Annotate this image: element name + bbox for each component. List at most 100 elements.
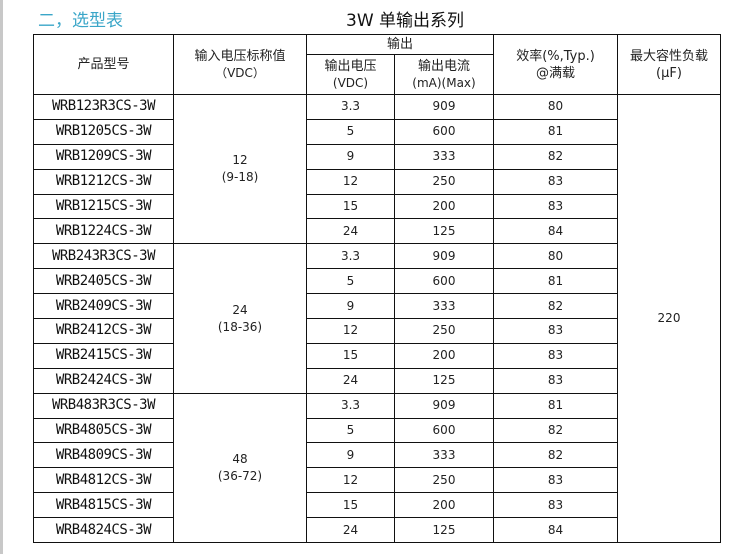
table-row: WRB4812CS-3W 12 250 83 <box>33 467 721 494</box>
output-current-cell: 909 <box>394 94 494 120</box>
efficiency-cell: 82 <box>493 143 618 170</box>
output-voltage-cell: 12 <box>306 168 395 195</box>
input-voltage-cell: 48 (36-72) <box>173 392 307 544</box>
model-cell: WRB1215CS-3W <box>33 193 174 220</box>
efficiency-cell: 83 <box>493 467 618 494</box>
header-input-voltage-unit: （VDC） <box>215 65 265 80</box>
output-current-cell: 200 <box>394 342 494 369</box>
model-cell: WRB4805CS-3W <box>33 417 174 444</box>
output-voltage-cell: 9 <box>306 442 395 469</box>
header-efficiency-note: @满载 <box>535 65 575 81</box>
table-row: WRB2405CS-3W 5 600 81 <box>33 268 721 295</box>
model-cell: WRB123R3CS-3W <box>33 94 174 120</box>
output-current-cell: 125 <box>394 367 494 394</box>
output-current-cell: 333 <box>394 143 494 170</box>
output-current-cell: 200 <box>394 492 494 519</box>
output-current-cell: 909 <box>394 243 494 270</box>
output-voltage-cell: 24 <box>306 218 395 245</box>
efficiency-cell: 83 <box>493 193 618 220</box>
header-max-cap-load-label: 最大容性负载 <box>629 48 708 64</box>
input-voltage-cell: 12 (9-18) <box>173 93 307 245</box>
input-voltage-nominal: 24 <box>232 302 248 317</box>
table-row: WRB4815CS-3W 15 200 83 <box>33 492 721 519</box>
model-cell: WRB4812CS-3W <box>33 467 174 494</box>
output-current-cell: 200 <box>394 193 494 220</box>
output-current-cell: 250 <box>394 318 494 344</box>
output-current-cell: 600 <box>394 118 494 145</box>
output-voltage-cell: 12 <box>306 467 395 494</box>
model-cell: WRB1224CS-3W <box>33 218 174 245</box>
efficiency-cell: 83 <box>493 318 618 344</box>
model-cell: WRB4815CS-3W <box>33 492 174 519</box>
header-output-current: 输出电流 (mA)(Max) <box>394 54 494 95</box>
output-current-cell: 600 <box>394 417 494 444</box>
selection-table: 产品型号 输入电压标称值 （VDC） 输出 效率(%,Typ.) @满载 最大容性负… <box>33 34 721 544</box>
efficiency-cell: 82 <box>493 442 618 469</box>
efficiency-cell: 83 <box>493 367 618 394</box>
output-voltage-cell: 3.3 <box>306 94 395 120</box>
model-cell: WRB2424CS-3W <box>33 367 174 394</box>
model-cell: WRB2412CS-3W <box>33 318 174 344</box>
table-row: WRB4809CS-3W 9 333 82 <box>33 442 721 469</box>
efficiency-cell: 84 <box>493 218 618 245</box>
model-cell: WRB2415CS-3W <box>33 342 174 369</box>
efficiency-cell: 81 <box>493 118 618 145</box>
output-voltage-cell: 24 <box>306 517 395 544</box>
output-current-cell: 250 <box>394 168 494 195</box>
input-voltage-range: (18-36) <box>217 319 263 334</box>
table-row: WRB123R3CS-3W 12 (9-18) 3.3 909 80 220 <box>33 93 721 544</box>
input-voltage-cell: 24 (18-36) <box>173 243 307 394</box>
model-cell: WRB4809CS-3W <box>33 442 174 469</box>
page-edge <box>0 0 3 554</box>
output-voltage-cell: 15 <box>306 193 395 220</box>
output-voltage-cell: 5 <box>306 268 395 295</box>
efficiency-cell: 84 <box>493 517 618 544</box>
header-output-current-unit: (mA)(Max) <box>412 75 476 90</box>
input-voltage-range: (9-18) <box>221 170 259 185</box>
header-output-voltage: 输出电压 (VDC) <box>306 54 395 95</box>
header-output-voltage-unit: (VDC) <box>332 75 369 90</box>
model-cell: WRB1205CS-3W <box>33 118 174 145</box>
output-current-cell: 125 <box>394 218 494 245</box>
table-row: WRB483R3CS-3W 48 (36-72) 3.3 909 81 <box>33 392 721 544</box>
model-cell: WRB1212CS-3W <box>33 168 174 195</box>
header-model: 产品型号 <box>33 34 174 95</box>
output-voltage-cell: 15 <box>306 342 395 369</box>
table-row: WRB2412CS-3W 12 250 83 <box>33 318 721 344</box>
header-efficiency-label: 效率(%,Typ.) <box>516 48 595 64</box>
output-current-cell: 333 <box>394 293 494 320</box>
table-row: WRB1215CS-3W 15 200 83 <box>33 193 721 220</box>
output-voltage-cell: 5 <box>306 417 395 444</box>
output-current-cell: 250 <box>394 467 494 494</box>
header-input-voltage: 输入电压标称值 （VDC） <box>173 34 307 95</box>
efficiency-cell: 80 <box>493 94 618 120</box>
model-cell: WRB2409CS-3W <box>33 293 174 320</box>
model-cell: WRB483R3CS-3W <box>33 392 174 419</box>
efficiency-cell: 82 <box>493 293 618 320</box>
table-row: WRB243R3CS-3W 24 (18-36) 3.3 909 80 <box>33 243 721 394</box>
table-title: 3W 单输出系列 <box>346 11 465 31</box>
header-efficiency: 效率(%,Typ.) @满载 <box>493 34 618 95</box>
efficiency-cell: 82 <box>493 417 618 444</box>
output-current-cell: 125 <box>394 517 494 544</box>
model-cell: WRB243R3CS-3W <box>33 243 174 270</box>
table-row: WRB1209CS-3W 9 333 82 <box>33 143 721 170</box>
header-output-voltage-label: 输出电压 <box>324 58 377 74</box>
model-cell: WRB1209CS-3W <box>33 143 174 170</box>
table-row: WRB2409CS-3W 9 333 82 <box>33 293 721 320</box>
output-voltage-cell: 3.3 <box>306 243 395 270</box>
header-output-current-label: 输出电流 <box>417 58 470 74</box>
input-voltage-nominal: 12 <box>232 153 248 168</box>
table-row: WRB2424CS-3W 24 125 83 <box>33 367 721 394</box>
input-voltage-nominal: 48 <box>232 451 248 466</box>
header-output: 输出 <box>306 34 494 55</box>
table-row: WRB4805CS-3W 5 600 82 <box>33 417 721 444</box>
output-current-cell: 909 <box>394 392 494 419</box>
capacitive-load-cell: 220 <box>617 93 721 544</box>
table-row: WRB1224CS-3W 24 125 84 <box>33 218 721 245</box>
input-voltage-range: (36-72) <box>217 468 263 483</box>
output-current-cell: 333 <box>394 442 494 469</box>
header-input-voltage-label: 输入电压标称值 <box>194 48 286 64</box>
efficiency-cell: 80 <box>493 243 618 270</box>
efficiency-cell: 81 <box>493 392 618 419</box>
